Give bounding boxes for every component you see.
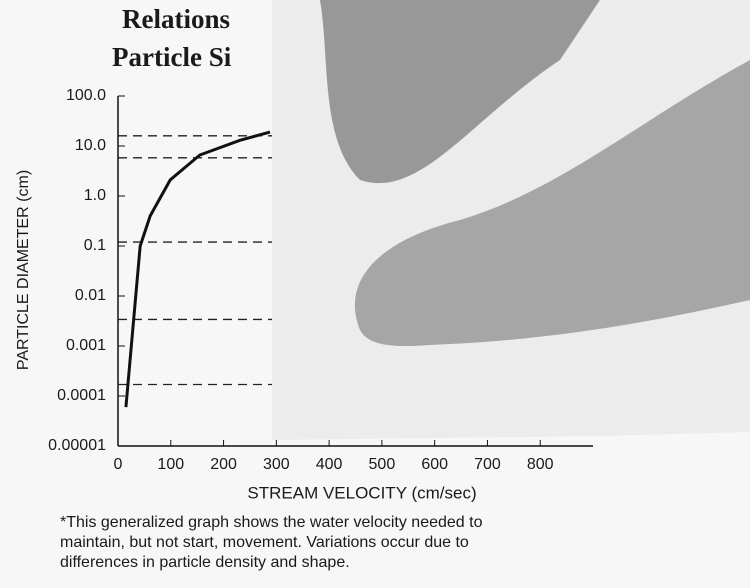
y-tick-label: 0.001: [66, 337, 106, 354]
x-tick-label: 700: [474, 456, 501, 473]
y-tick-label: 0.1: [84, 237, 106, 254]
y-tick-label: 100.0: [66, 87, 106, 104]
note: differences in particle density and shap…: [60, 554, 350, 571]
x-axis-label: STREAM VELOCITY (cm/sec): [247, 483, 476, 502]
x-tick-label: 100: [157, 456, 184, 473]
x-tick-label: 600: [421, 456, 448, 473]
y-tick-label: 0.00001: [48, 437, 106, 454]
x-tick-label: 300: [263, 456, 290, 473]
x-tick-label: 500: [369, 456, 396, 473]
x-tick-label: 200: [210, 456, 237, 473]
plot: 100.0 10.0 1.0 0.1 0.01 0.001 0.0001 0.00001 0 10…: [48, 87, 593, 473]
y-tick-label: 1.0: [84, 187, 106, 204]
chart-title: Particle Si: [112, 42, 232, 72]
y-tick-label: 0.01: [75, 287, 106, 304]
x-tick-label: 800: [527, 456, 554, 473]
finger: [354, 60, 750, 347]
x-tick-label: 0: [114, 456, 123, 473]
x-tick-label: 400: [316, 456, 343, 473]
y-tick-label: 0.0001: [57, 387, 106, 404]
finger: [320, 0, 600, 184]
data-line: [124, 130, 271, 408]
note: *This generalized graph shows the water …: [60, 514, 483, 531]
chart-title: Relations: [122, 4, 230, 34]
y-axis-label: PARTICLE DIAMETER (cm): [15, 170, 32, 370]
y-tick-label: 10.0: [75, 137, 106, 154]
note: maintain, but not start, movement. Varia…: [60, 534, 469, 551]
